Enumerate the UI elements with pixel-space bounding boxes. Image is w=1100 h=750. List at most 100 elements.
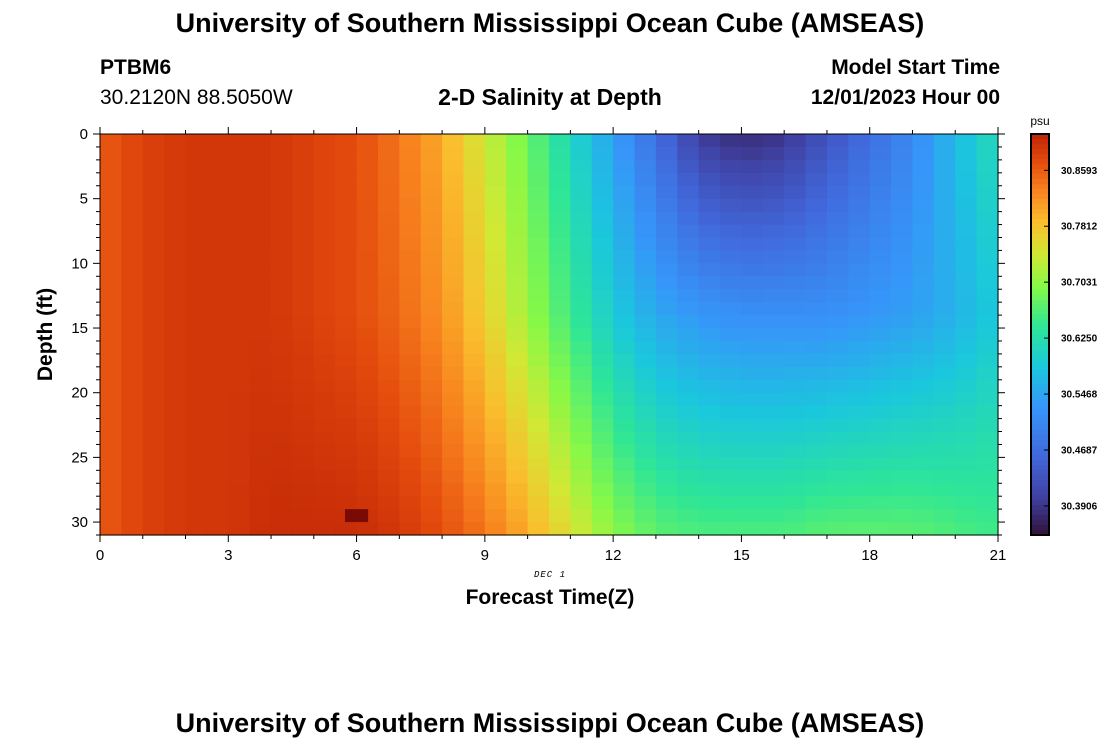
heatmap-cell [356, 276, 379, 290]
heatmap-cell [249, 379, 272, 394]
heatmap-cell [955, 224, 978, 239]
heatmap-cell [100, 276, 122, 290]
heatmap-cell [976, 328, 999, 342]
heatmap-cell [891, 392, 914, 407]
heatmap-cell [570, 470, 593, 484]
heatmap-cell [185, 522, 208, 536]
heatmap-cell [206, 431, 229, 446]
heatmap-cell [784, 185, 807, 200]
heatmap-cell [784, 289, 807, 303]
colorbar-segment [1031, 274, 1049, 280]
heatmap-cell [613, 457, 636, 471]
heatmap-cell [933, 366, 956, 381]
x-tick-label: 0 [96, 547, 104, 564]
heatmap-cell [399, 276, 422, 290]
heatmap-cell [933, 340, 956, 355]
heatmap-cell [527, 276, 550, 290]
heatmap-cell [762, 289, 785, 303]
heatmap-cell [976, 198, 999, 213]
colorbar-segment [1031, 404, 1049, 411]
heatmap-cell [420, 276, 443, 290]
heatmap-cell [271, 172, 294, 187]
colorbar-segment [1031, 224, 1049, 230]
heatmap-cell [591, 366, 614, 381]
heatmap-cell [762, 159, 785, 174]
heatmap-cell [677, 134, 700, 148]
heatmap-cell [784, 522, 807, 536]
heatmap-cell [784, 263, 807, 277]
heatmap-cell [891, 198, 914, 213]
heatmap-cell [484, 159, 507, 174]
heatmap-cell [549, 289, 571, 303]
heatmap-cell [549, 496, 571, 510]
heatmap-cell [121, 328, 144, 342]
heatmap-cell [164, 198, 187, 213]
colorbar-segment [1031, 394, 1049, 401]
heatmap-cell [100, 302, 122, 316]
heatmap-cell [206, 315, 229, 329]
heatmap-cell [848, 159, 871, 174]
heatmap-cell [741, 172, 764, 187]
heatmap-cell [869, 366, 892, 381]
heatmap-cell [634, 263, 657, 277]
heatmap-cell [164, 289, 187, 303]
heatmap-cell [420, 483, 443, 497]
heatmap-cell [698, 483, 721, 497]
heatmap-cell [976, 366, 999, 381]
heatmap-cell [613, 340, 636, 355]
heatmap-cell [356, 185, 379, 200]
heatmap-cell [933, 418, 956, 433]
heatmap-cell [442, 496, 465, 510]
heatmap-cell [720, 237, 743, 252]
colorbar-segment [1031, 514, 1049, 521]
plot-title: 2-D Salinity at Depth [438, 84, 662, 110]
heatmap-cell [976, 302, 999, 316]
heatmap-cell [100, 405, 122, 420]
heatmap-cell [164, 172, 187, 187]
colorbar-segment [1031, 189, 1049, 195]
heatmap-cell [848, 353, 871, 368]
heatmap-cell [891, 509, 914, 523]
heatmap-cell [933, 250, 956, 264]
heatmap-cell [634, 224, 657, 239]
heatmap-cell [869, 315, 892, 329]
heatmap-cell [848, 276, 871, 290]
heatmap-cell [527, 237, 550, 252]
heatmap-cell [185, 418, 208, 433]
heatmap-cell [677, 172, 700, 187]
heatmap-cell [377, 483, 400, 497]
heatmap-cell [912, 379, 935, 394]
heatmap-cell [655, 353, 678, 368]
heatmap-cell [698, 470, 721, 484]
heatmap-cell [869, 431, 892, 446]
heatmap-cell [549, 250, 571, 264]
heatmap-cell [869, 418, 892, 433]
heatmap-cell [249, 522, 272, 536]
plot-frame [99, 133, 999, 536]
heatmap-cell [335, 315, 358, 329]
heatmap-cell [377, 522, 400, 536]
heatmap-cell [805, 276, 828, 290]
heatmap-cell [805, 431, 828, 446]
heatmap-cell [121, 198, 144, 213]
heatmap-cell [805, 224, 828, 239]
heatmap-cell [463, 211, 486, 226]
heatmap-cell [784, 379, 807, 394]
heatmap-cell [677, 509, 700, 523]
heatmap-cell [121, 276, 144, 290]
heatmap-cell [377, 470, 400, 484]
heatmap-cell [335, 340, 358, 355]
colorbar-segment [1031, 384, 1049, 391]
heatmap-cell [399, 405, 422, 420]
heatmap-cell [976, 185, 999, 200]
heatmap-cell [164, 146, 187, 161]
heatmap-cell [271, 134, 294, 148]
heatmap-cell [634, 405, 657, 420]
heatmap-cell [634, 392, 657, 407]
heatmap-cell [484, 353, 507, 368]
heatmap-cell [933, 392, 956, 407]
heatmap-cell [377, 237, 400, 252]
heatmap-cell [313, 353, 336, 368]
heatmap-cell [420, 496, 443, 510]
heatmap-cell [164, 276, 187, 290]
